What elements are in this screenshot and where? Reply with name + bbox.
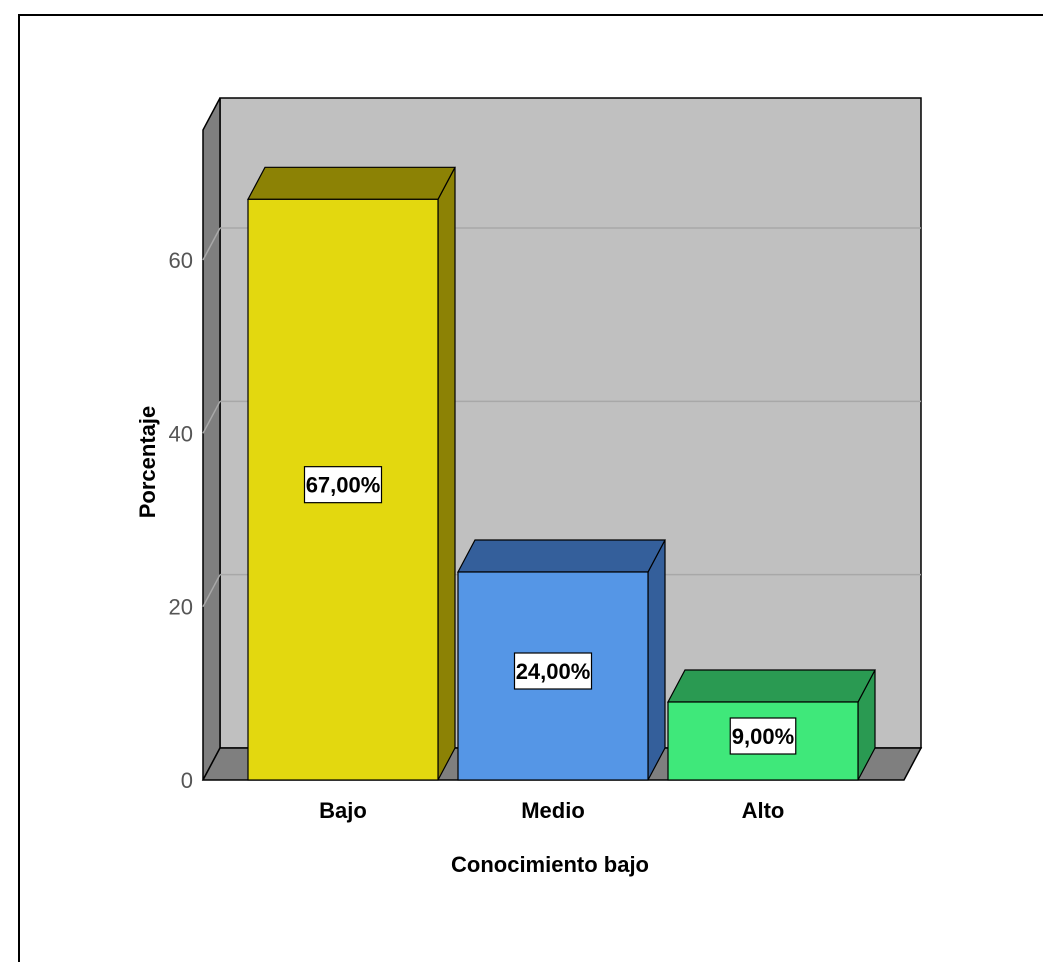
data-label: 24,00% — [516, 659, 591, 684]
x-axis-title: Conocimiento bajo — [451, 852, 649, 877]
category-label: Medio — [521, 798, 585, 823]
y-tick-label: 60 — [169, 248, 193, 273]
bar: 67,00% — [248, 167, 455, 780]
side-wall — [203, 98, 220, 780]
y-tick-label: 40 — [169, 421, 193, 446]
bar: 9,00% — [668, 670, 875, 780]
bar-top — [458, 540, 665, 572]
bar-top — [668, 670, 875, 702]
category-label: Alto — [742, 798, 785, 823]
data-label: 9,00% — [732, 724, 794, 749]
data-label: 67,00% — [306, 473, 381, 498]
bar-side — [438, 167, 455, 780]
y-tick-label: 20 — [169, 595, 193, 620]
bar-top — [248, 167, 455, 199]
y-tick-label: 0 — [181, 768, 193, 793]
bar-side — [648, 540, 665, 780]
category-label: Bajo — [319, 798, 367, 823]
y-axis-title: Porcentaje — [135, 406, 160, 519]
bar: 24,00% — [458, 540, 665, 780]
